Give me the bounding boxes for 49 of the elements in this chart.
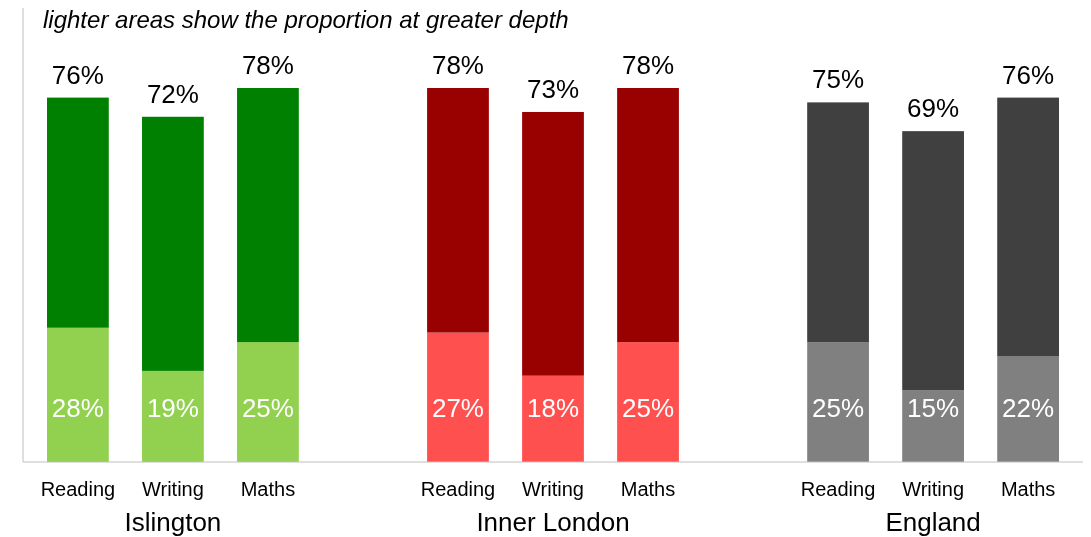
x-tick-label: Writing: [902, 478, 965, 500]
total-label: 78%: [241, 50, 294, 80]
bar: [237, 342, 299, 462]
x-tick-label: Writing: [522, 478, 584, 500]
bar: [617, 342, 679, 462]
data-label: 28%: [51, 393, 104, 423]
x-tick-label: Maths: [1000, 478, 1056, 500]
data-label: 25%: [812, 393, 865, 423]
total-label: 78%: [431, 50, 484, 80]
bar: [522, 111, 584, 376]
bar: [427, 332, 489, 462]
bar: [807, 102, 869, 343]
x-tick-label: Reading: [800, 478, 876, 500]
bar: [237, 88, 299, 343]
bar: [47, 327, 109, 462]
bar: [617, 88, 679, 343]
total-label: 73%: [526, 73, 580, 104]
text: England: [885, 507, 981, 537]
bar: [902, 390, 964, 462]
bar: [522, 375, 584, 462]
x-tick-label: Reading: [420, 478, 496, 500]
bar: [142, 116, 204, 371]
total-label: 76%: [51, 59, 104, 90]
chart-title: lighter areas show the proportion at greater depth: [43, 6, 569, 33]
bar: [997, 97, 1059, 357]
total-label: 75%: [812, 64, 865, 95]
x-tick-label: Writing: [141, 478, 204, 500]
text: Islington: [124, 507, 222, 537]
data-label: 25%: [241, 393, 294, 423]
x-tick-label: Maths: [240, 478, 296, 500]
data-label: 19%: [146, 393, 199, 423]
bar: [902, 131, 964, 391]
x-tick-label: Reading: [40, 478, 116, 500]
data-label: 27%: [431, 393, 484, 423]
data-label: 22%: [1002, 393, 1055, 423]
total-label: 72%: [146, 78, 199, 109]
data-label: 25%: [622, 393, 675, 423]
total-label: 76%: [1002, 59, 1055, 90]
total-label: 69%: [907, 93, 960, 124]
text: Inner London: [476, 507, 630, 537]
data-label: 15%: [907, 393, 960, 423]
x-tick-label: Maths: [620, 478, 676, 500]
bar: [997, 356, 1059, 462]
bar: [807, 342, 869, 462]
data-label: 18%: [526, 393, 580, 423]
bar: [142, 370, 204, 462]
bar: [427, 88, 489, 333]
total-label: 78%: [622, 50, 675, 80]
bar: [47, 97, 109, 328]
